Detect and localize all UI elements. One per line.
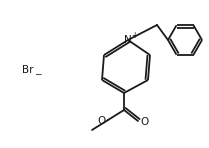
Text: −: − [34, 70, 42, 78]
Text: O: O [140, 117, 148, 127]
Text: N: N [124, 35, 132, 45]
Text: O: O [98, 116, 106, 126]
Text: +: + [131, 30, 137, 40]
Text: Br: Br [22, 65, 33, 75]
